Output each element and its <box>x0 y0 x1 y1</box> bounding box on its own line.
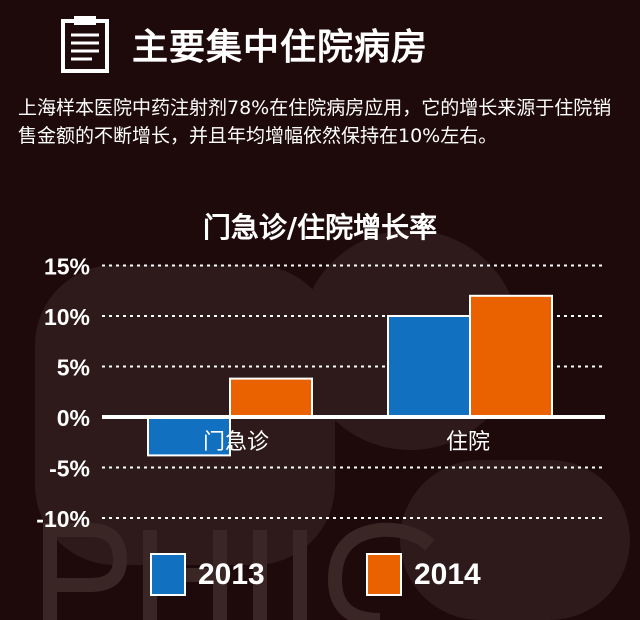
legend-swatch-2013 <box>150 553 186 596</box>
page-title: 主要集中住院病房 <box>132 27 429 68</box>
chart-title: 门急诊/住院增长率 <box>202 211 438 244</box>
y-tick-label: 15% <box>44 254 90 280</box>
legend-label-2013: 2013 <box>198 557 265 591</box>
bar-2014-1 <box>469 294 553 418</box>
legend-item-2013: 2013 <box>150 553 265 596</box>
x-tick-label: 住院 <box>446 430 490 455</box>
y-tick-label: 5% <box>57 355 90 381</box>
clipboard-icon <box>61 16 109 73</box>
x-tick-label: 门急诊 <box>203 430 269 455</box>
y-tick-label: 0% <box>57 405 90 431</box>
intro-text: 上海样本医院中药注射剂78%在住院病房应用，它的增长来源于住院销售金额的不断增长… <box>18 97 612 147</box>
header: 主要集中住院病房 <box>60 14 428 74</box>
background-decoration <box>400 460 630 620</box>
y-tick-label: -10% <box>36 506 90 532</box>
y-tick-label: -5% <box>49 456 90 482</box>
legend-item-2014: 2014 <box>366 553 481 596</box>
y-tick-label: 10% <box>44 304 90 330</box>
legend-label-2014: 2014 <box>414 557 481 591</box>
bar-2013-1 <box>387 315 471 418</box>
legend-swatch-2014 <box>366 553 402 596</box>
bar-2014-0 <box>229 377 313 418</box>
